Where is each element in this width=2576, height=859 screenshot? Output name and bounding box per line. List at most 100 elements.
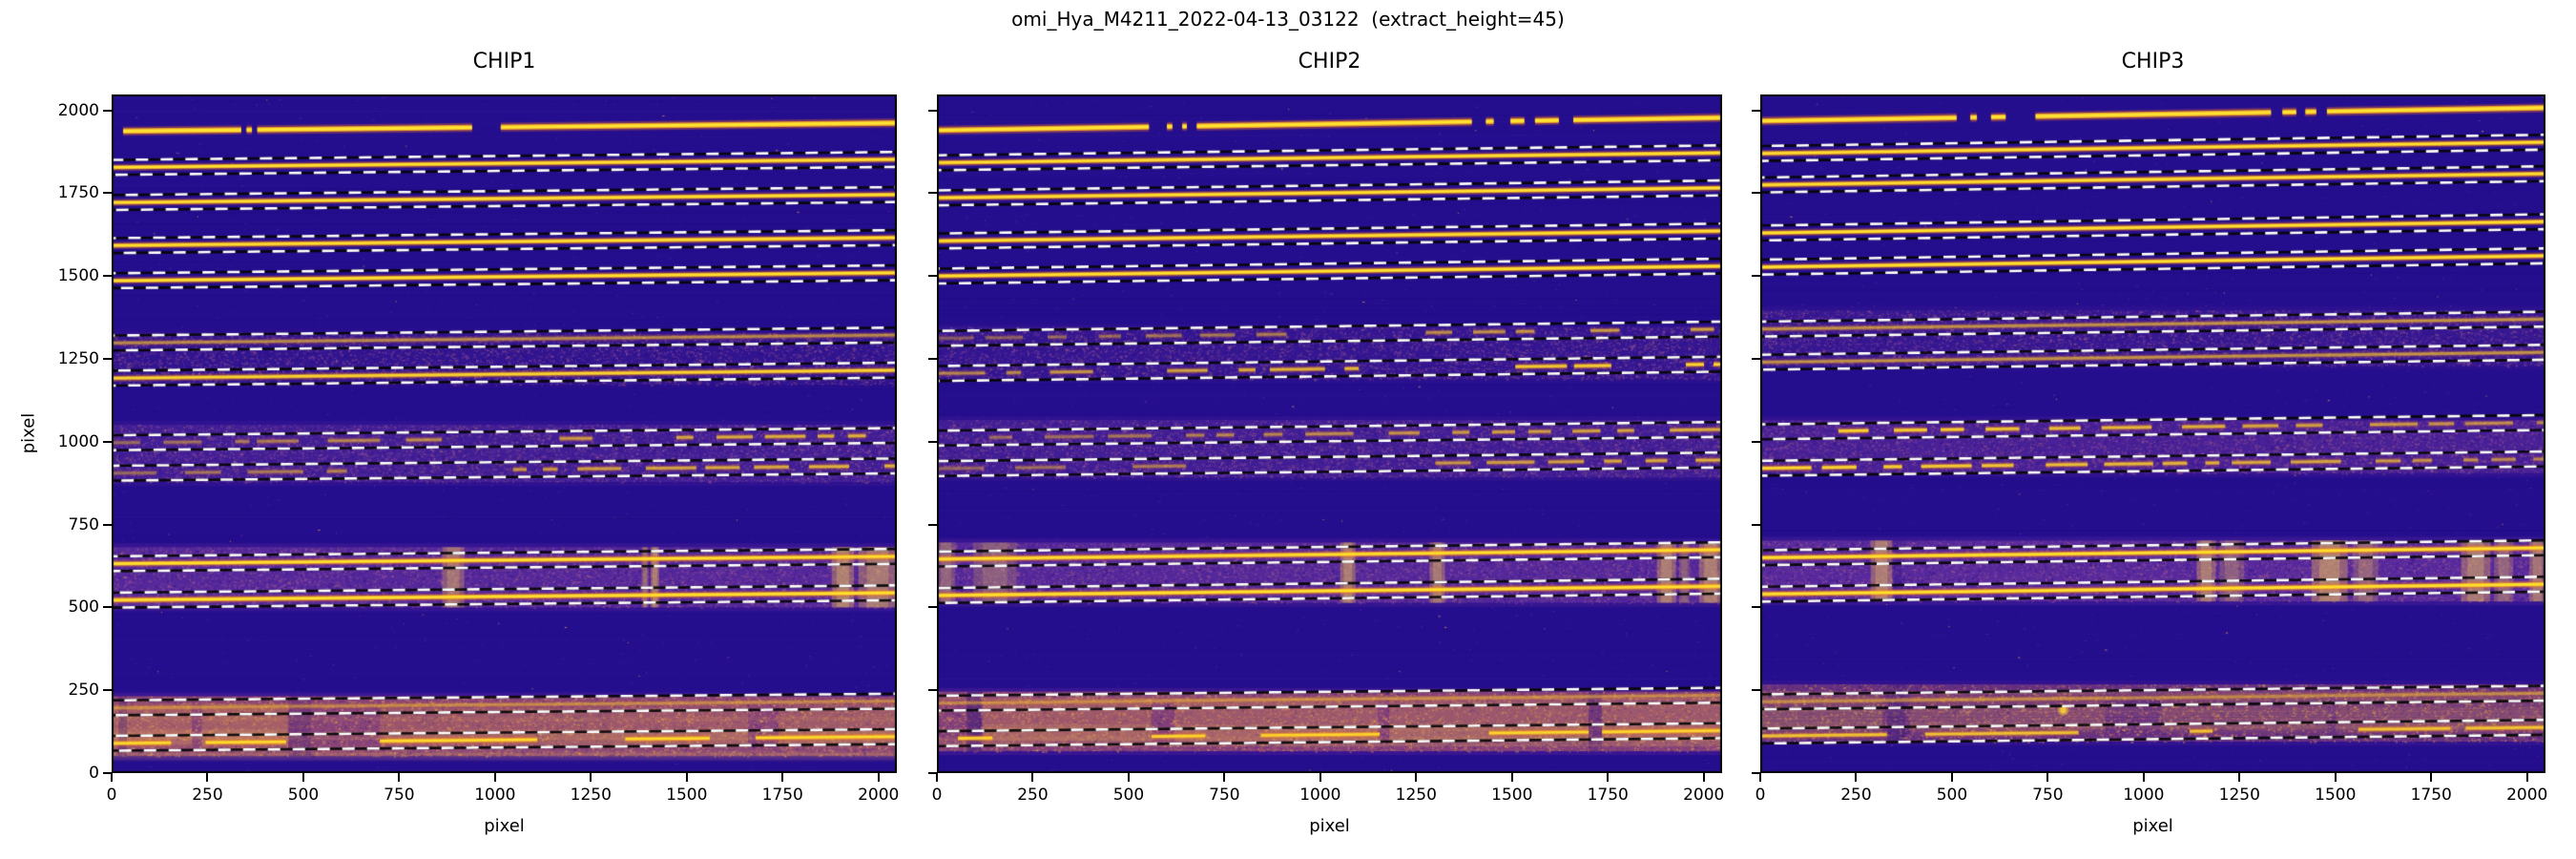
x-tick-label: 250 <box>192 786 223 805</box>
x-tick-label: 500 <box>287 786 320 805</box>
chip3-image <box>1760 94 2545 773</box>
y-tick-mark <box>103 192 112 195</box>
x-tick-mark <box>1607 773 1610 782</box>
x-tick-label: 1750 <box>761 786 803 805</box>
x-tick-mark <box>781 773 784 782</box>
y-tick-mark <box>1752 109 1760 112</box>
x-tick-mark <box>1855 773 1858 782</box>
x-tick-mark <box>2430 773 2433 782</box>
x-tick-label: 750 <box>2032 786 2064 805</box>
x-tick-label: 1250 <box>1395 786 1437 805</box>
x-tick-label: 1000 <box>2123 786 2165 805</box>
x-axis-label: pixel <box>2132 816 2173 836</box>
x-tick-mark <box>301 773 304 782</box>
y-tick-label: 1250 <box>57 349 99 369</box>
x-tick-mark <box>2525 773 2528 782</box>
x-tick-mark <box>2334 773 2337 782</box>
y-tick-mark <box>928 275 937 278</box>
y-tick-mark <box>928 523 937 526</box>
figure-title: omi_Hya_M4211_2022-04-13_03122 (extract_… <box>1011 8 1565 31</box>
x-tick-mark <box>877 773 880 782</box>
x-tick-mark <box>590 773 592 782</box>
y-tick-label: 1000 <box>57 431 99 451</box>
x-tick-label: 1250 <box>570 786 612 805</box>
y-tick-mark <box>928 192 937 195</box>
x-tick-label: 500 <box>1936 786 1968 805</box>
y-tick-label: 1750 <box>57 183 99 203</box>
x-tick-label: 250 <box>1017 786 1049 805</box>
x-tick-mark <box>1319 773 1321 782</box>
panel-title-chip2: CHIP2 <box>1298 50 1361 73</box>
x-tick-label: 0 <box>106 786 117 805</box>
y-tick-mark <box>1752 523 1760 526</box>
x-tick-mark <box>493 773 496 782</box>
y-tick-mark <box>1752 689 1760 692</box>
x-tick-label: 1250 <box>2218 786 2260 805</box>
x-axis-label: pixel <box>1309 816 1350 836</box>
x-tick-label: 1000 <box>474 786 516 805</box>
y-tick-label: 250 <box>68 681 99 701</box>
x-tick-label: 0 <box>1755 786 1766 805</box>
x-tick-mark <box>1127 773 1130 782</box>
y-tick-mark <box>103 523 112 526</box>
x-tick-label: 1500 <box>2315 786 2357 805</box>
x-tick-label: 1750 <box>1587 786 1629 805</box>
x-tick-mark <box>2046 773 2049 782</box>
x-tick-label: 500 <box>1112 786 1145 805</box>
x-tick-label: 2000 <box>858 786 900 805</box>
x-tick-label: 750 <box>1209 786 1240 805</box>
x-tick-mark <box>936 773 938 782</box>
y-tick-mark <box>103 689 112 692</box>
y-tick-label: 1500 <box>57 266 99 286</box>
x-tick-mark <box>1031 773 1034 782</box>
x-tick-label: 0 <box>931 786 943 805</box>
chip2-image <box>937 94 1722 773</box>
x-tick-label: 2000 <box>2506 786 2548 805</box>
y-tick-mark <box>1752 606 1760 609</box>
y-tick-label: 2000 <box>57 100 99 120</box>
x-tick-mark <box>1702 773 1705 782</box>
x-tick-label: 1500 <box>666 786 708 805</box>
y-tick-mark <box>103 358 112 361</box>
x-tick-mark <box>1510 773 1513 782</box>
y-tick-mark <box>1752 772 1760 774</box>
y-tick-mark <box>103 275 112 278</box>
x-axis-label: pixel <box>484 816 525 836</box>
y-tick-mark <box>103 440 112 443</box>
y-tick-label: 0 <box>89 764 99 783</box>
y-tick-mark <box>928 606 937 609</box>
y-tick-mark <box>928 772 937 774</box>
y-tick-mark <box>928 358 937 361</box>
x-tick-mark <box>1950 773 1953 782</box>
panel-title-chip3: CHIP3 <box>2121 50 2185 73</box>
panel-title-chip1: CHIP1 <box>472 50 536 73</box>
y-tick-label: 750 <box>68 514 99 534</box>
y-tick-mark <box>1752 358 1760 361</box>
chip1-image <box>112 94 897 773</box>
y-tick-mark <box>1752 275 1760 278</box>
y-tick-mark <box>928 440 937 443</box>
y-tick-mark <box>928 689 937 692</box>
y-tick-mark <box>103 772 112 774</box>
x-tick-mark <box>398 773 401 782</box>
y-tick-mark <box>928 109 937 112</box>
y-tick-label: 500 <box>68 597 99 618</box>
x-tick-label: 750 <box>384 786 415 805</box>
y-tick-mark <box>103 606 112 609</box>
y-tick-mark <box>1752 192 1760 195</box>
x-tick-label: 1000 <box>1299 786 1341 805</box>
x-tick-mark <box>111 773 113 782</box>
x-tick-label: 250 <box>1840 786 1872 805</box>
x-tick-mark <box>2142 773 2145 782</box>
y-tick-mark <box>103 109 112 112</box>
x-tick-label: 1500 <box>1491 786 1533 805</box>
x-tick-mark <box>206 773 209 782</box>
x-tick-label: 2000 <box>1683 786 1725 805</box>
x-tick-mark <box>1223 773 1226 782</box>
x-tick-mark <box>685 773 688 782</box>
x-tick-mark <box>1415 773 1418 782</box>
y-tick-mark <box>1752 440 1760 443</box>
x-tick-mark <box>1759 773 1761 782</box>
x-tick-label: 1750 <box>2410 786 2452 805</box>
